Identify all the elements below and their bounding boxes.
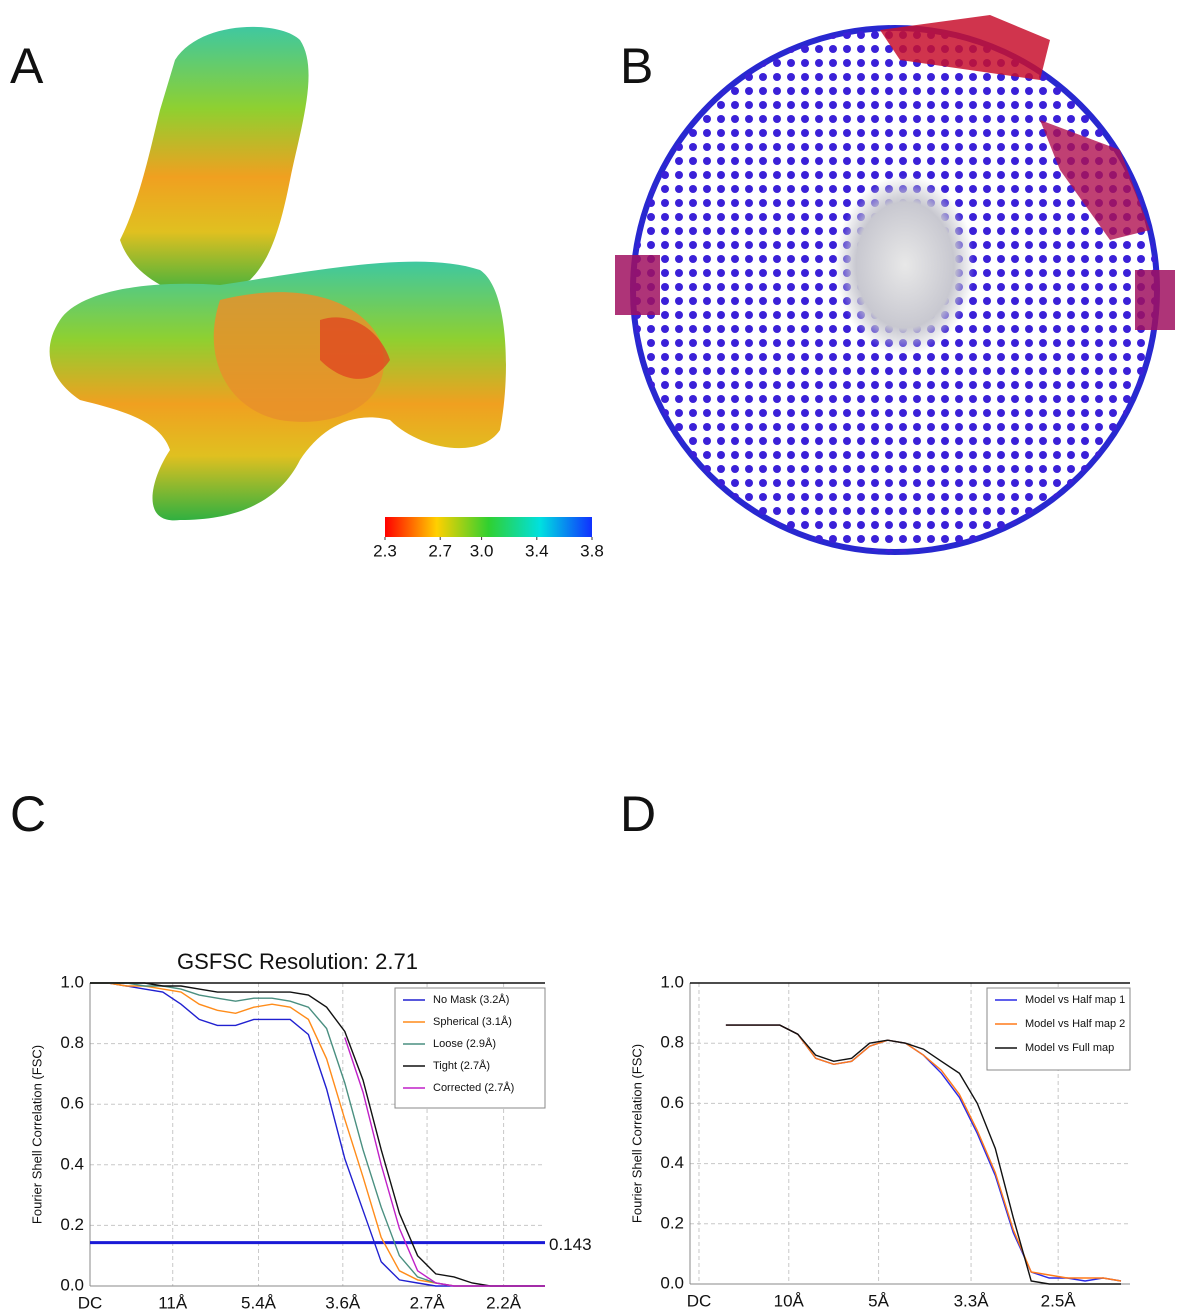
y-tick-label: 1.0 bbox=[660, 972, 684, 991]
legend-label: Corrected (2.7Å) bbox=[433, 1081, 514, 1094]
legend-label: Model vs Half map 1 bbox=[1025, 994, 1125, 1006]
x-tick-label: DC bbox=[78, 1293, 103, 1312]
panel-label: C bbox=[10, 786, 46, 842]
panel-label: D bbox=[620, 786, 656, 842]
x-tick-label: 3.3Å bbox=[954, 1291, 990, 1310]
series-line bbox=[725, 1024, 1121, 1285]
x-tick-label: 5Å bbox=[868, 1291, 889, 1310]
legend-label: Model vs Full map bbox=[1025, 1042, 1114, 1054]
y-tick-label: 0.4 bbox=[60, 1154, 84, 1173]
colorbar bbox=[385, 517, 592, 537]
x-tick-label: 2.5Å bbox=[1041, 1291, 1077, 1310]
chart: 0.0 0.2 0.4 0.6 0.8 1.0 DC 10Å 5Å 3.3Å 2.5Å Fourier… bbox=[629, 972, 1131, 1310]
x-tick-label: 10Å bbox=[774, 1291, 805, 1310]
panel-label: B bbox=[620, 38, 653, 94]
x-tick-label: 11Å bbox=[158, 1293, 188, 1312]
y-tick-label: 0.2 bbox=[60, 1215, 84, 1234]
colorbar-tick-label: 2.3 bbox=[373, 541, 397, 560]
y-tick-label: 0.2 bbox=[660, 1213, 684, 1232]
x-tick-label: 2.2Å bbox=[486, 1293, 522, 1312]
y-axis-label: Fourier Shell Correlation (FSC) bbox=[29, 1045, 44, 1224]
density-map bbox=[49, 26, 506, 521]
x-tick-label: DC bbox=[687, 1291, 712, 1310]
y-tick-label: 0.0 bbox=[660, 1273, 684, 1292]
y-tick-label: 0.4 bbox=[660, 1153, 684, 1172]
colorbar-tick-label: 2.7 bbox=[428, 541, 452, 560]
legend-label: No Mask (3.2Å) bbox=[433, 993, 509, 1006]
y-axis-label: Fourier Shell Correlation (FSC) bbox=[629, 1044, 644, 1223]
colorbar-tick-label: 3.4 bbox=[525, 541, 549, 560]
y-tick-label: 0.0 bbox=[60, 1275, 84, 1294]
chart-title: GSFSC Resolution: 2.71 bbox=[177, 949, 418, 974]
x-tick-label: 3.6Å bbox=[325, 1293, 361, 1312]
chart: 0.0 0.2 0.4 0.6 0.8 1.0 DC 11Å 5.4Å 3.6Å 2.7Å 2.2Å G… bbox=[29, 949, 591, 1313]
panel-label: A bbox=[10, 38, 44, 94]
colorbar-tick-label: 3.8 bbox=[580, 541, 604, 560]
y-tick-label: 1.0 bbox=[60, 972, 84, 991]
colorbar-tick-label: 3.0 bbox=[470, 541, 494, 560]
series-line bbox=[344, 1037, 545, 1287]
legend-box bbox=[986, 987, 1131, 1071]
y-tick-label: 0.6 bbox=[60, 1094, 84, 1113]
legend-label: Model vs Half map 2 bbox=[1025, 1018, 1125, 1030]
y-tick-label: 0.6 bbox=[660, 1093, 684, 1112]
angular-distribution bbox=[615, 15, 1175, 555]
y-tick-label: 0.8 bbox=[660, 1033, 684, 1052]
legend-label: Spherical (3.1Å) bbox=[433, 1015, 512, 1028]
series-line bbox=[90, 982, 545, 1287]
legend-label: Tight (2.7Å) bbox=[433, 1059, 490, 1072]
y-tick-label: 0.8 bbox=[60, 1033, 84, 1052]
x-tick-label: 5.4Å bbox=[241, 1293, 277, 1312]
colorbar-ticks: 2.3 2.7 3.0 3.4 3.8 bbox=[373, 537, 604, 560]
x-tick-label: 2.7Å bbox=[410, 1293, 446, 1312]
threshold-label: 0.143 bbox=[549, 1235, 592, 1254]
legend-label: Loose (2.9Å) bbox=[433, 1037, 496, 1050]
